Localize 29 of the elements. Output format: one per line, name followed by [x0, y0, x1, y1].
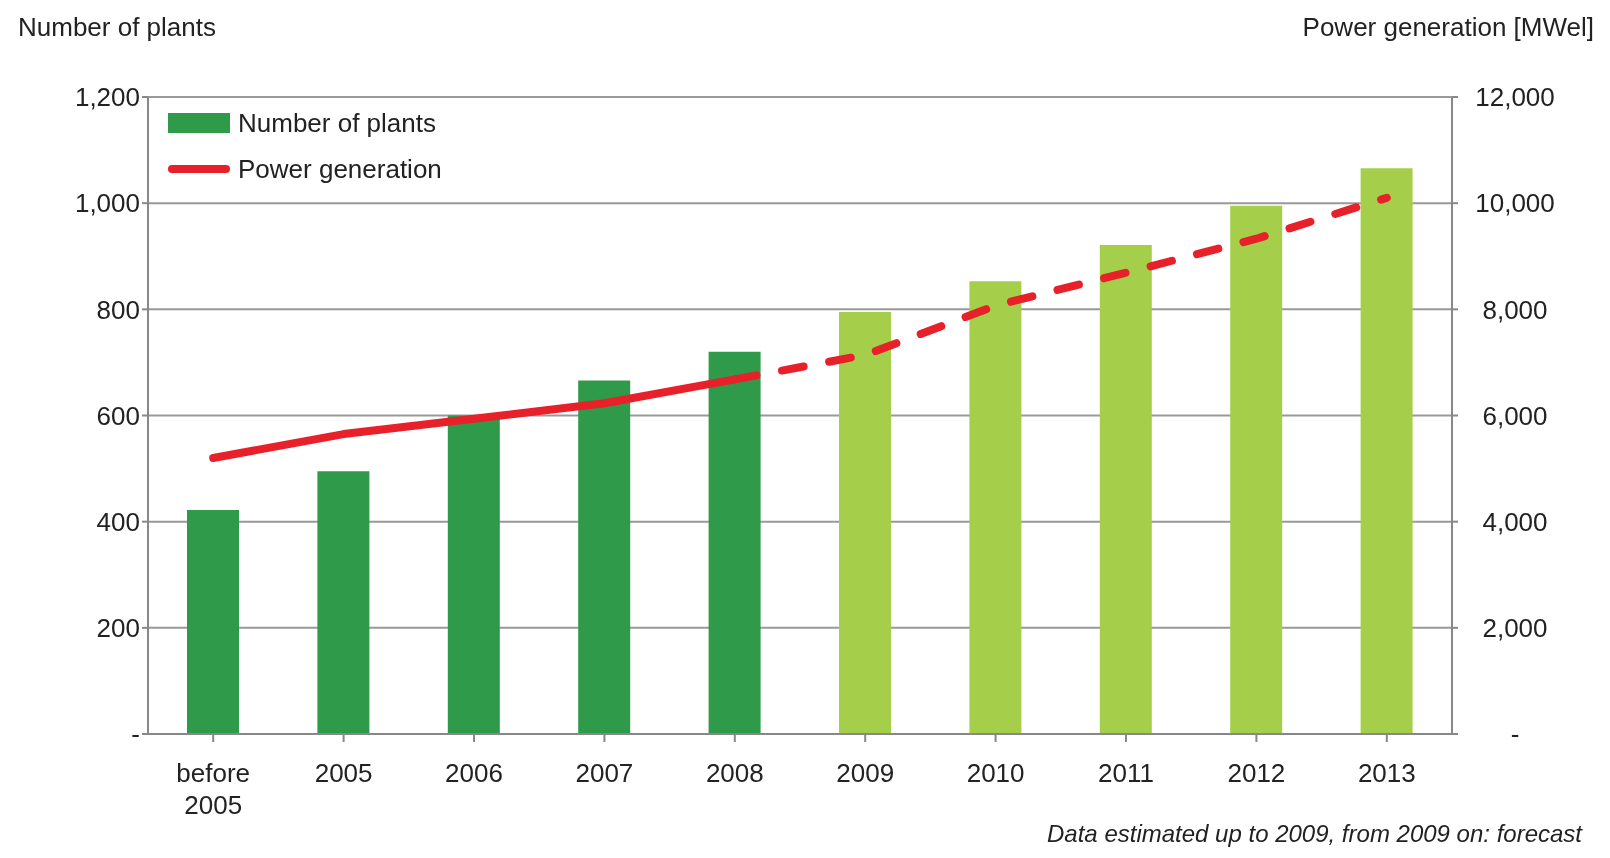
y2-tick-label: 10,000 [1475, 188, 1555, 219]
x-tick-label: 2005 [314, 758, 373, 788]
x-tick-label: 2006 [445, 758, 503, 788]
y2-tick-label: 12,000 [1475, 82, 1555, 113]
y2-tick-label: 6,000 [1482, 400, 1548, 431]
x-tick-label: 2008 [705, 758, 764, 788]
x-tick-label: 2009 [836, 758, 895, 788]
x-tick-label: 2007 [575, 758, 634, 788]
x-tick-label: 2010 [966, 758, 1025, 788]
y-tick-label: 1,200 [74, 82, 140, 113]
x-tick-label: 2013 [1357, 758, 1416, 788]
legend-label: Number of plants [238, 107, 436, 140]
x-tick-label: before 2005 [176, 758, 251, 820]
y-tick-label: 400 [96, 506, 140, 537]
legend-label: Power generation [238, 153, 442, 186]
y-tick-label: 600 [96, 400, 140, 431]
x-tick-label: 2012 [1227, 758, 1286, 788]
y-axis-title: Number of plants [18, 12, 216, 43]
y2-tick-label: 8,000 [1482, 294, 1548, 325]
y2-tick-label: 2,000 [1482, 613, 1548, 644]
y-tick-label: 800 [96, 294, 140, 325]
text: Data estimated up to 2009, from 2009 on: forecast [1047, 820, 1582, 848]
y-tick-label: - [131, 719, 140, 750]
x-tick-label: 2011 [1098, 758, 1154, 788]
y2-axis-title: Power generation [MWel] [1302, 12, 1594, 43]
y2-tick-label: - [1510, 719, 1520, 750]
y-tick-label: 200 [96, 613, 140, 644]
y-tick-label: 1,000 [74, 188, 140, 219]
y2-tick-label: 4,000 [1482, 506, 1548, 537]
